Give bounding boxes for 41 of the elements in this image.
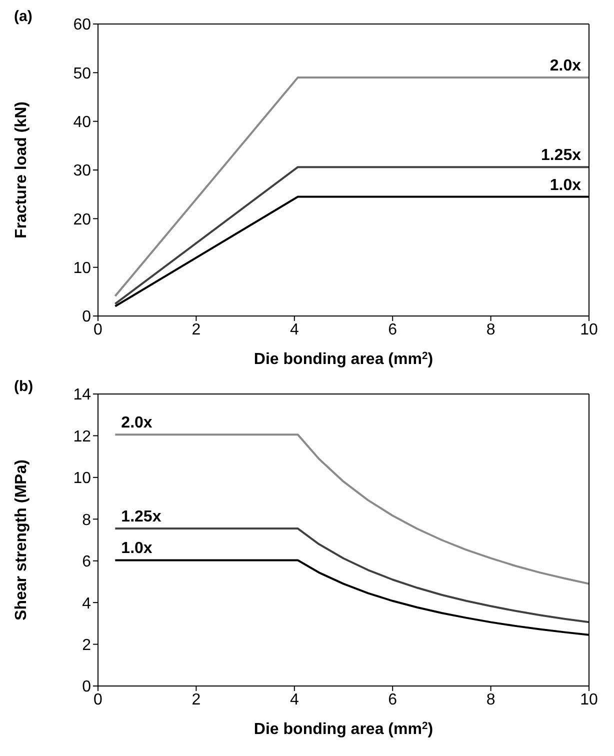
x-tick-label: 6 <box>388 321 398 338</box>
y-tick-label: 10 <box>73 260 92 278</box>
series-label: 1.0x <box>550 176 582 194</box>
text: (b) <box>14 378 34 395</box>
y-tick-label: 60 <box>73 16 92 34</box>
y-tick-label: 14 <box>73 386 92 404</box>
x-tick-label: 0 <box>94 691 103 708</box>
x-tick-label: 10 <box>580 691 598 708</box>
x-tick-label: 0 <box>94 321 103 338</box>
x-tick-label: 6 <box>388 691 398 708</box>
x-axis-title: Die bonding area (mm$^{2}$) <box>254 720 434 738</box>
x-tick-label: 8 <box>486 691 496 708</box>
x-tick-label: 4 <box>290 691 299 708</box>
y-tick-label: 20 <box>73 211 92 228</box>
series-label: 1.25x <box>540 147 582 164</box>
series-label: 1.25x <box>121 508 162 526</box>
x-tick-label: 4 <box>290 321 299 338</box>
y-tick-label: 10 <box>73 470 92 488</box>
y-tick-label: 8 <box>82 512 92 529</box>
y-tick-label: 4 <box>82 595 92 612</box>
y-tick-label: 2 <box>82 636 92 654</box>
y-tick-label: 12 <box>73 428 92 446</box>
y-tick-label: 50 <box>73 65 92 82</box>
series-label: 2.0x <box>550 58 582 75</box>
x-tick-label: 10 <box>580 321 598 338</box>
y-tick-label: 0 <box>82 678 92 696</box>
x-tick-label: 2 <box>192 321 201 338</box>
series-label: 1.0x <box>121 540 152 558</box>
y-tick-label: 40 <box>73 114 92 132</box>
y-tick-label: 0 <box>82 308 92 326</box>
y-axis-title: Shear strength (MPa) <box>13 460 30 620</box>
x-tick-label: 2 <box>192 691 201 708</box>
y-tick-label: 30 <box>73 162 92 180</box>
line-series <box>114 434 589 585</box>
x-axis-title: Die bonding area (mm$^{2}$) <box>254 350 434 368</box>
text: (a) <box>14 8 32 25</box>
x-tick-label: 8 <box>486 321 496 338</box>
series-label: 2.0x <box>121 414 152 432</box>
line-series <box>114 528 589 624</box>
y-tick-label: 6 <box>82 554 92 571</box>
y-axis-title: Fracture load (kN) <box>13 102 30 238</box>
